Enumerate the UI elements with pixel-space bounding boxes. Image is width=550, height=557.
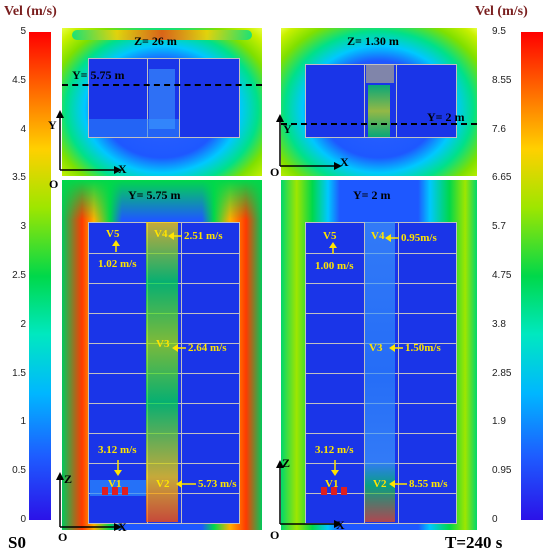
top-left-section: Y= 5.75 m <box>72 68 125 82</box>
top-right-axes <box>276 114 342 170</box>
bl-core-shaft <box>146 222 178 522</box>
colorbar-tick: 3 <box>20 221 26 233</box>
bl-axis-z: Z <box>64 472 73 486</box>
colorbar-tick: 6.65 <box>492 172 512 184</box>
left-colorbar <box>29 32 51 520</box>
bl-v4: V4 <box>154 228 168 240</box>
bl-v1: V1 <box>108 478 122 490</box>
bl-v5: V5 <box>106 228 120 240</box>
tl-origin: O <box>49 177 59 191</box>
top-left-title: Z= 26 m <box>134 34 177 48</box>
colorbar-tick: 2.85 <box>492 367 512 379</box>
br-title: Y= 2 m <box>353 188 391 202</box>
colorbar-tick: 3.8 <box>492 318 506 330</box>
br-v2: V2 <box>373 478 387 490</box>
time-label: T=240 s <box>445 533 503 552</box>
tr-axis-x: X <box>340 155 349 169</box>
colorbar-tick: 3.5 <box>12 172 26 184</box>
colorbar-tick: 0 <box>20 514 26 525</box>
tr-axis-y: Y <box>283 122 292 136</box>
colorbar-tick: 1.9 <box>492 416 506 428</box>
colorbar-tick: 8.55 <box>492 74 512 86</box>
colorbar-tick: 1 <box>20 416 26 428</box>
colorbar-tick: 7.6 <box>492 123 506 135</box>
bl-v4-val: 2.51 m/s <box>184 230 223 242</box>
br-axis-z: Z <box>282 456 291 470</box>
tr-origin: O <box>270 165 280 179</box>
right-colorbar-title: Vel (m/s) <box>475 4 528 19</box>
bl-v2: V2 <box>156 478 170 490</box>
br-red-block-3 <box>341 487 347 495</box>
bottom-right-axes <box>276 460 342 528</box>
colorbar-tick: 4 <box>20 123 26 135</box>
br-v3: V3 <box>369 342 383 354</box>
top-right-section: Y= 2 m <box>427 110 465 124</box>
colorbar-tick: 4.75 <box>492 270 512 281</box>
br-core-shaft <box>365 222 395 522</box>
br-v2-val: 8.55 m/s <box>409 478 448 490</box>
br-axis-x: X <box>336 518 345 532</box>
bl-v3-val: 2.64 m/s <box>188 342 227 354</box>
bl-red-block-3 <box>122 487 128 495</box>
br-v3-val: 1.50m/s <box>405 342 441 354</box>
br-arrows <box>329 234 407 488</box>
bl-v2-val: 5.73 m/s <box>198 478 237 490</box>
panel-bottom-left: Y= 5.75 m V5 1.02 m/s V4 2.51 m/s V3 2.6… <box>62 180 262 530</box>
bl-red-block-2 <box>112 487 118 495</box>
bl-arrows <box>112 232 196 488</box>
br-v1-val: 3.12 m/s <box>315 444 354 456</box>
bl-axis-x: X <box>118 520 127 534</box>
colorbar-tick: 2.5 <box>12 270 26 281</box>
bl-v3: V3 <box>156 338 170 350</box>
panel-top-left: Z= 26 m Y= 5.75 m <box>62 28 262 176</box>
panel-bottom-right: Y= 2 m V5 1.00 m/s V4 0.95m/s V3 1.50m/s… <box>281 180 477 530</box>
br-v1: V1 <box>325 478 339 490</box>
bl-v1-val: 3.12 m/s <box>98 444 137 456</box>
left-colorbar-title: Vel (m/s) <box>4 4 57 19</box>
br-red-block-1 <box>321 487 327 495</box>
s0-label: S0 <box>8 533 26 552</box>
right-colorbar <box>521 32 543 520</box>
colorbar-tick: 9.5 <box>492 26 506 37</box>
panel-top-right: Z= 1.30 m Y= 2 m <box>281 28 477 176</box>
bl-v5-val: 1.02 m/s <box>98 258 137 270</box>
tl-axis-x: X <box>118 162 127 176</box>
bl-title: Y= 5.75 m <box>128 188 181 202</box>
colorbar-tick: 5 <box>20 26 26 37</box>
top-left-hot-rim <box>72 30 252 40</box>
bottom-left-axes <box>56 472 122 531</box>
colorbar-tick: 5.7 <box>492 221 506 233</box>
br-v4-val: 0.95m/s <box>401 232 437 244</box>
br-v5-val: 1.00 m/s <box>315 260 354 272</box>
colorbar-tick: 4.5 <box>12 74 26 86</box>
colorbar-tick: 1.5 <box>12 367 26 379</box>
br-v4: V4 <box>371 230 385 242</box>
colorbar-tick: 2 <box>20 318 26 330</box>
tl-axis-y: Y <box>48 118 57 132</box>
colorbar-tick: 0.95 <box>492 465 512 477</box>
br-v5: V5 <box>323 230 337 242</box>
colorbar-tick: 0.5 <box>12 465 26 477</box>
top-left-axes <box>56 110 122 174</box>
br-origin: O <box>270 528 280 542</box>
bl-origin: O <box>58 530 68 544</box>
top-right-title: Z= 1.30 m <box>347 34 399 48</box>
bl-red-block-1 <box>102 487 108 495</box>
colorbar-tick: 0 <box>492 514 498 525</box>
top-left-building <box>88 58 240 138</box>
br-red-block-2 <box>331 487 337 495</box>
